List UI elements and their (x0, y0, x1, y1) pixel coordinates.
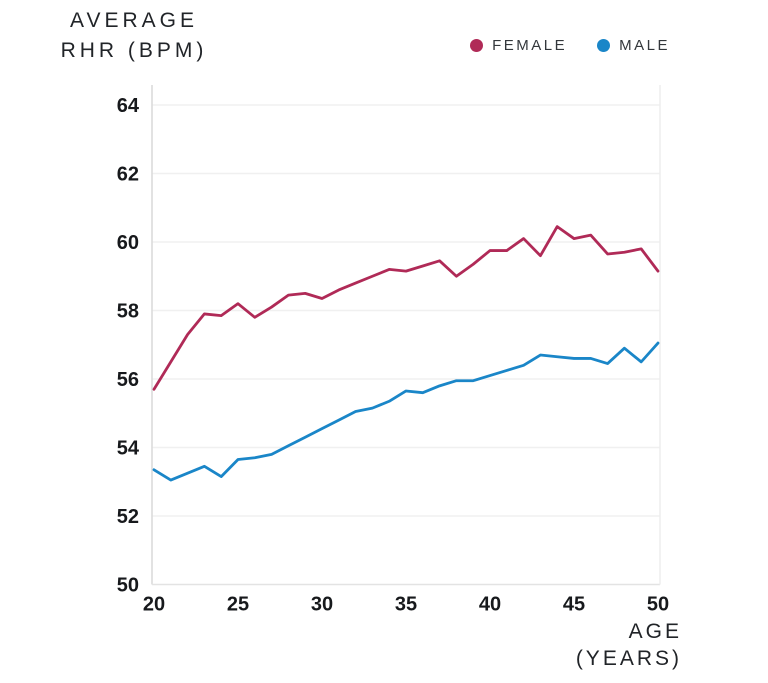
y-tick-label: 54 (117, 438, 140, 460)
x-axis-title-line1: AGE (628, 620, 682, 643)
x-tick-label: 30 (311, 594, 333, 616)
y-tick-label: 62 (117, 164, 139, 186)
chart-title-line2: RHR (BPM) (60, 39, 208, 62)
female-line (152, 225, 660, 391)
x-axis-title-line2: (YEARS) (575, 647, 682, 670)
male-line (152, 341, 660, 482)
legend-item-female: FEMALE (470, 37, 567, 54)
x-tick-label: 45 (563, 594, 585, 616)
legend-item-male: MALE (597, 37, 670, 54)
chart-title-line1: AVERAGE (70, 9, 198, 32)
female-legend-dot (470, 39, 484, 52)
y-tick-label: 64 (117, 95, 140, 117)
y-tick-label: 52 (117, 506, 139, 528)
x-tick-label: 50 (647, 594, 669, 616)
male-legend-label: MALE (619, 37, 670, 54)
x-tick-label: 40 (479, 594, 501, 616)
female-legend-label: FEMALE (492, 37, 568, 54)
x-tick-label: 25 (227, 594, 249, 616)
y-tick-label: 50 (117, 575, 139, 597)
legend: FEMALE MALE (470, 37, 670, 54)
y-tick-label: 56 (117, 369, 139, 391)
y-tick-label: 60 (117, 232, 139, 254)
x-axis-title: AGE (YEARS) (576, 618, 682, 672)
x-tick-label: 35 (395, 594, 417, 616)
male-legend-dot (597, 39, 611, 52)
x-tick-label: 20 (143, 594, 165, 616)
y-tick-label: 58 (117, 301, 139, 323)
chart-title: AVERAGE RHR (BPM) (36, 6, 232, 66)
